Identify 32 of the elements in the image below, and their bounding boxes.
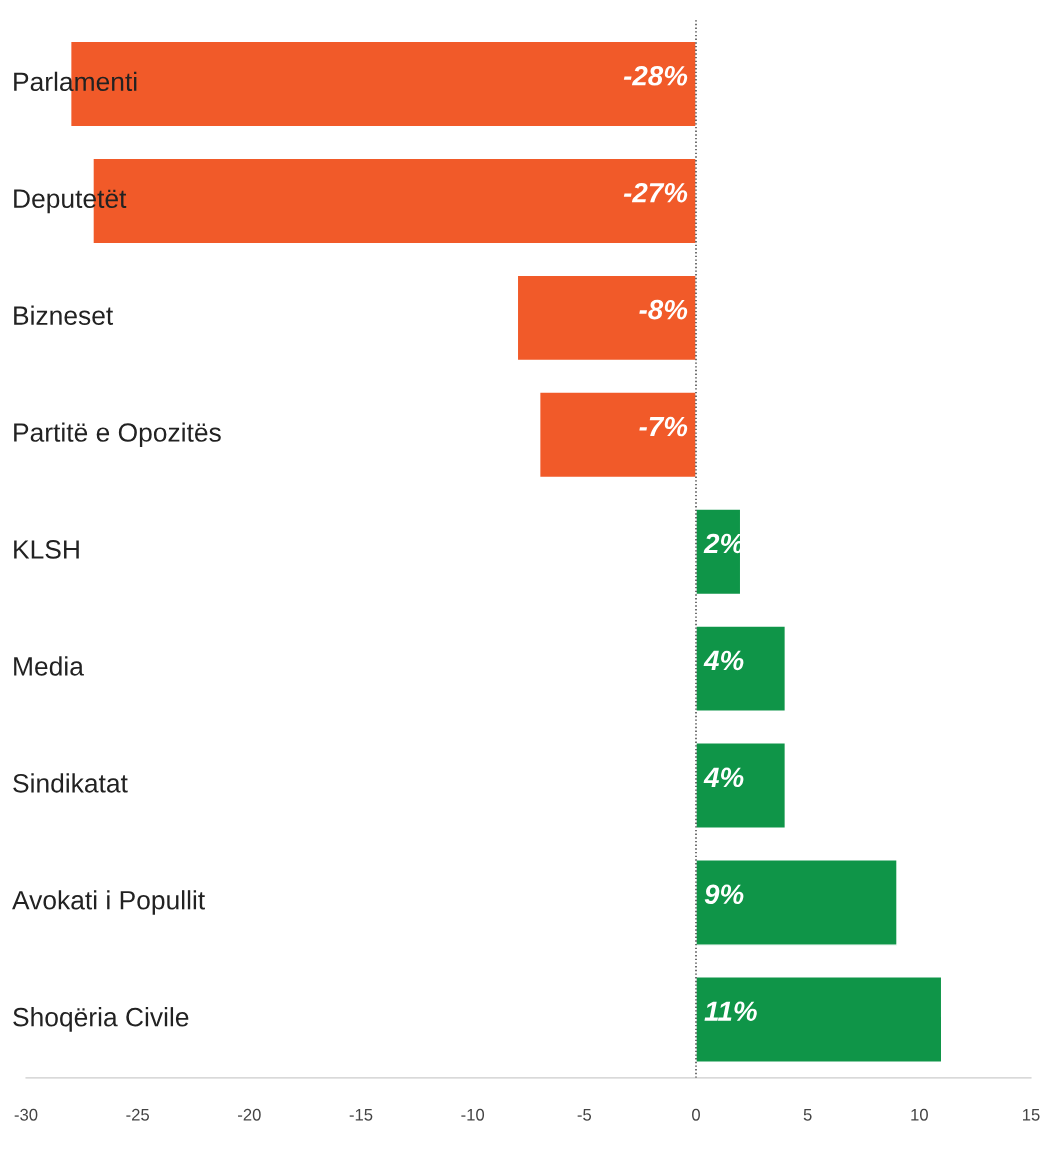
data-label: -8% [639,299,688,320]
y-tick-label: Shoqëria Civile [13,1007,189,1032]
x-tick-label: -20 [238,1108,261,1121]
y-tick-label: KLSH [14,540,79,559]
data-label: 9% [704,884,744,905]
x-tick-label: 10 [911,1108,928,1121]
data-label: 11% [704,1001,757,1021]
bar [516,274,697,362]
bar [695,742,787,829]
y-tick-label: Avokati i Popullit [12,890,205,915]
data-label: -28% [623,65,688,86]
data-label: 4% [703,650,744,671]
x-tick-label: -30 [14,1108,38,1121]
data-label: 4% [703,767,744,788]
data-label: -27% [623,182,688,203]
bar [695,976,943,1063]
bar [538,391,697,479]
x-tick-label: -25 [126,1108,150,1121]
y-tick-label: Bizneset [14,305,114,325]
y-tick-label: Sindikatat [13,773,128,793]
x-tick-label: 15 [1023,1109,1040,1121]
bar [695,508,742,596]
y-tick-label: Media [14,656,84,676]
data-label: -7% [639,416,688,437]
bar [695,859,898,946]
x-tick-label: 5 [803,1109,812,1121]
bar [695,625,787,713]
x-tick-label: -15 [349,1109,373,1121]
y-tick-label: Partitë e Opozitës [14,422,221,448]
x-tick-label: -10 [461,1108,485,1121]
x-tick-label: -5 [577,1109,592,1121]
x-tick-label: 0 [692,1108,700,1121]
